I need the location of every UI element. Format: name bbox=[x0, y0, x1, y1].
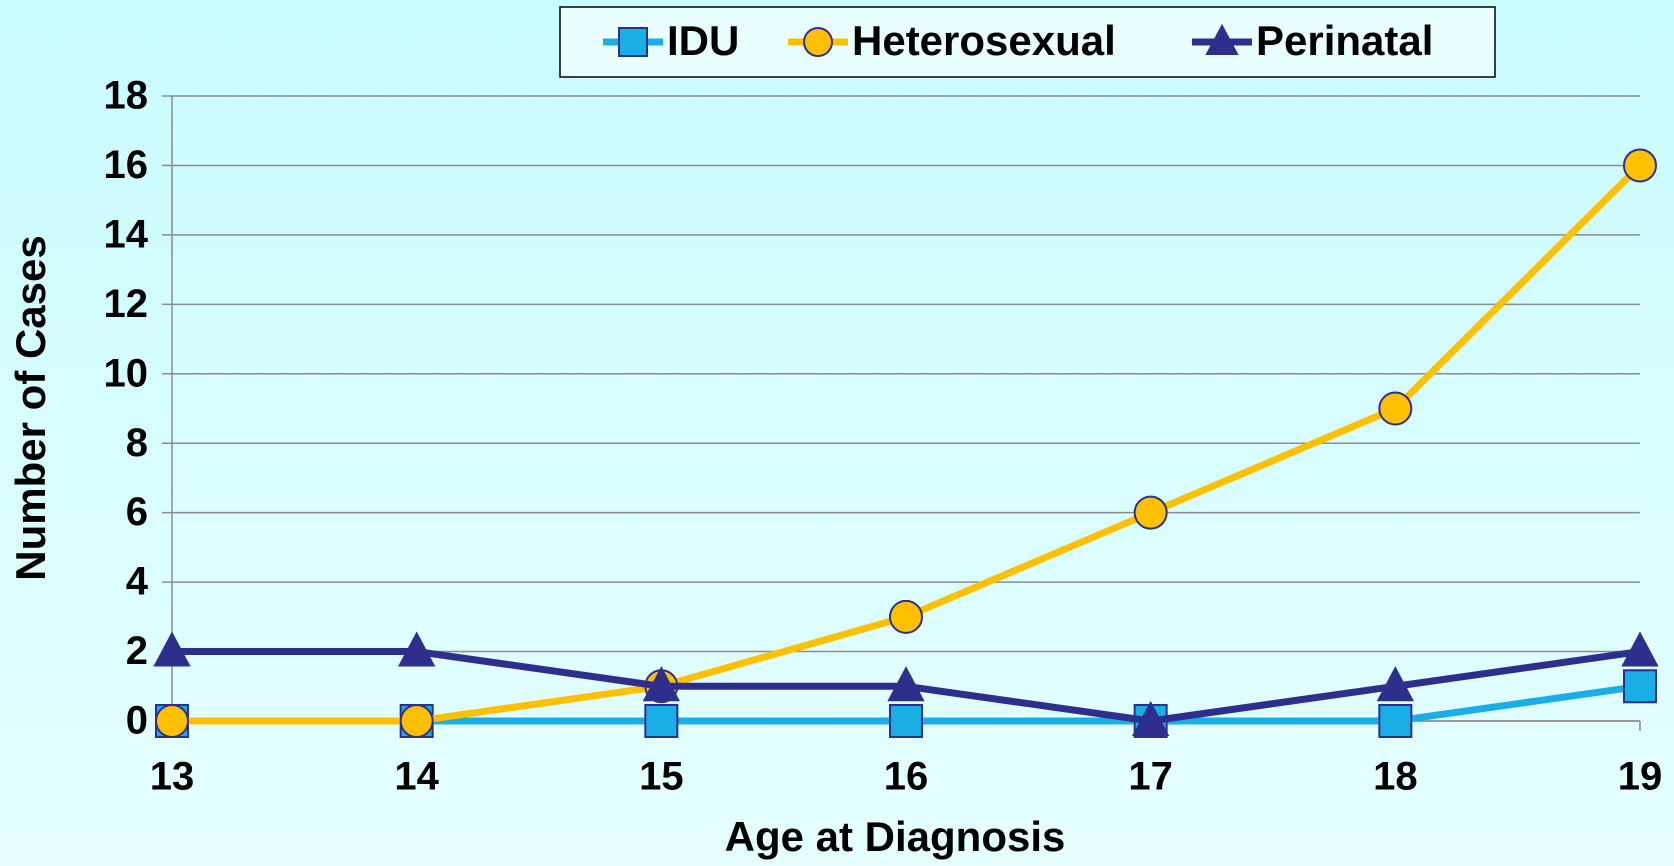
marker bbox=[889, 599, 923, 634]
marker bbox=[1132, 700, 1170, 736]
y-tick-label: 0 bbox=[126, 699, 148, 743]
marker bbox=[644, 704, 679, 738]
y-tick-label: 10 bbox=[104, 351, 149, 395]
marker bbox=[803, 27, 833, 57]
marker bbox=[1623, 148, 1657, 183]
x-tick-label: 17 bbox=[1128, 755, 1173, 799]
marker bbox=[1623, 669, 1657, 704]
marker bbox=[399, 704, 434, 738]
legend-box bbox=[559, 6, 1496, 78]
marker bbox=[1205, 23, 1239, 55]
marker bbox=[398, 631, 436, 667]
marker bbox=[155, 704, 189, 738]
legend-label: IDU bbox=[667, 17, 739, 64]
y-tick-label: 14 bbox=[104, 212, 149, 256]
x-tick-label: 15 bbox=[639, 755, 684, 799]
y-tick-label: 12 bbox=[104, 282, 149, 326]
x-tick-label: 19 bbox=[1618, 755, 1663, 799]
y-tick-label: 8 bbox=[126, 421, 148, 465]
x-tick-label: 16 bbox=[884, 755, 929, 799]
marker bbox=[889, 704, 923, 738]
marker bbox=[887, 666, 925, 702]
marker bbox=[1378, 391, 1413, 426]
marker bbox=[642, 666, 680, 702]
marker bbox=[1621, 631, 1659, 667]
legend: IDU Heterosexual Perinatal bbox=[559, 6, 1496, 78]
x-tick-label: 14 bbox=[394, 755, 439, 799]
y-axis-label: Number of Cases bbox=[7, 235, 54, 580]
legend-label: Perinatal bbox=[1256, 17, 1433, 64]
marker bbox=[1376, 666, 1414, 702]
y-tick-label: 18 bbox=[104, 74, 149, 118]
legend-label: Heterosexual bbox=[852, 17, 1116, 64]
y-tick-label: 4 bbox=[126, 560, 149, 604]
x-tick-label: 13 bbox=[150, 755, 195, 799]
x-axis-label: Age at Diagnosis bbox=[725, 813, 1066, 860]
y-tick-label: 2 bbox=[126, 629, 148, 673]
marker bbox=[153, 631, 191, 667]
y-tick-label: 6 bbox=[126, 490, 148, 534]
y-tick-label: 16 bbox=[104, 143, 149, 187]
marker bbox=[618, 27, 648, 57]
marker bbox=[1133, 495, 1168, 530]
x-tick-label: 18 bbox=[1373, 755, 1418, 799]
marker bbox=[1378, 704, 1413, 738]
